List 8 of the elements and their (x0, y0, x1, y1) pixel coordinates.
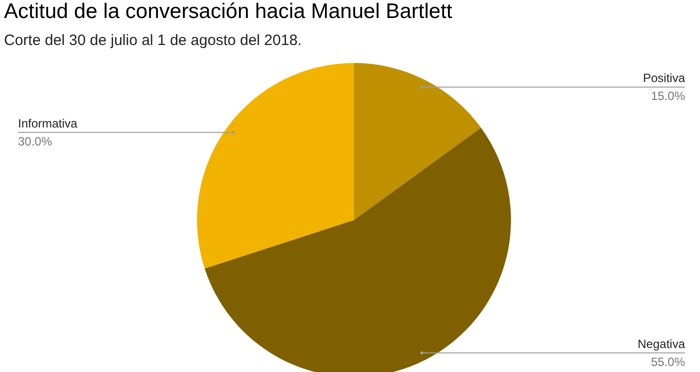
slice-label: Positiva (642, 71, 686, 86)
data-label: 30.0% (18, 134, 52, 148)
slice-label: Negativa (638, 336, 686, 351)
data-label: 55.0% (650, 354, 686, 369)
chart-subtitle: Corte del 30 de julio al 1 de agosto del 2018. (4, 32, 302, 49)
slice-label: Informativa (18, 116, 78, 130)
chart-title: Actitud de la conversación hacia Manuel Bartlett (4, 0, 452, 24)
data-label: 15.0% (650, 89, 686, 104)
